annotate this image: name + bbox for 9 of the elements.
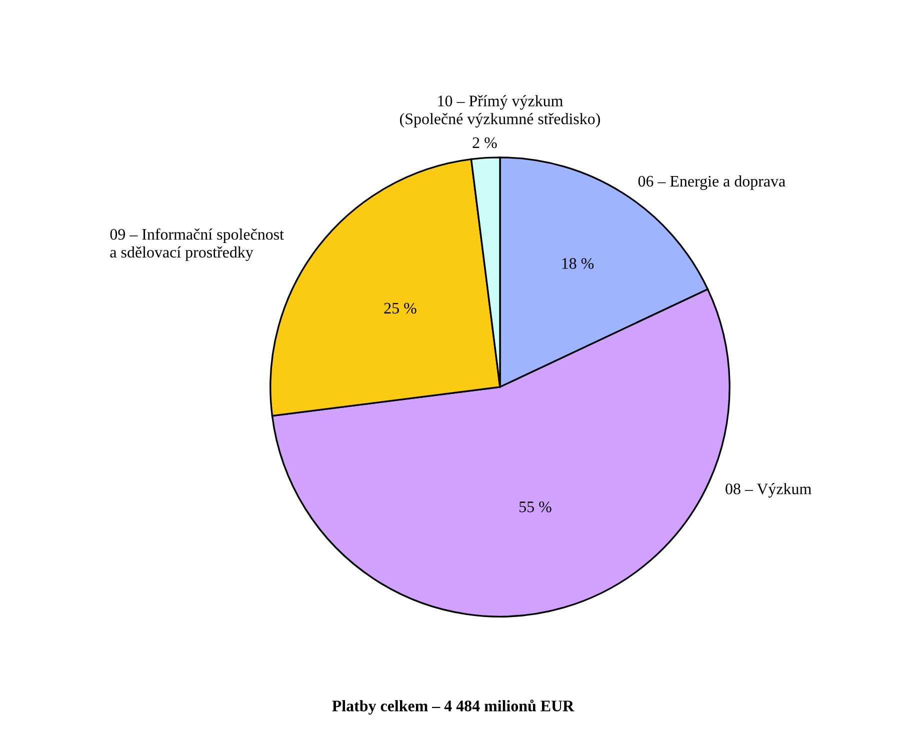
data-label: 2 % <box>472 137 497 148</box>
data-label: 55 % <box>520 501 552 512</box>
slice-label: 08 – Výzkum <box>726 483 812 498</box>
data-label: 18 % <box>562 258 594 269</box>
text: Platby celkem – 4 484 milionů EUR <box>332 700 574 715</box>
slice-label: 10 – Přímý výzkum (Společné výzkumné středisko) <box>400 95 600 128</box>
data-label: 25 % <box>384 302 416 314</box>
slice-label: 06 – Energie a doprava <box>638 175 786 190</box>
slice-label: 09 – Informační společnost a sdělovací prostředky <box>110 228 284 261</box>
